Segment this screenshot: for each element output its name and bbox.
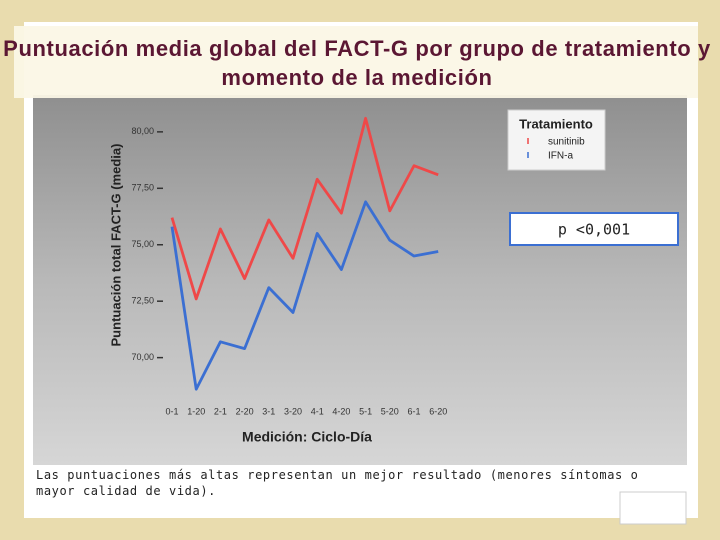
y-tick-label: 72,50 (131, 296, 154, 306)
legend-label: sunitinib (548, 137, 585, 148)
series-line (170, 200, 439, 391)
x-axis-label: Medición: Ciclo-Día (242, 429, 372, 445)
x-tick-label: 4-20 (332, 406, 350, 416)
x-tick-label: 6-20 (429, 406, 447, 416)
annotation: p <0,001 (558, 221, 630, 239)
legend-box (507, 109, 606, 171)
y-tick-label: 70,00 (131, 352, 154, 362)
y-axis-label: Puntuación total FACT-G (media) (108, 144, 123, 347)
title-box (14, 26, 698, 98)
x-tick-label: 1-20 (187, 406, 205, 416)
annotation-box (509, 212, 679, 246)
x-tick-label: 3-1 (262, 406, 275, 416)
chart-title: Puntuación media global del FACT-G por g… (3, 36, 711, 61)
caption: Las puntuaciones más altas representan u… (36, 468, 639, 498)
y-tick-label: 77,50 (131, 183, 154, 193)
x-tick-label: 4-1 (311, 406, 324, 416)
legend-title: Tratamiento (519, 116, 593, 131)
x-tick-label: 5-1 (359, 406, 372, 416)
series-line (170, 116, 439, 301)
x-tick-label: 2-20 (236, 406, 254, 416)
x-tick-label: 3-20 (284, 406, 302, 416)
y-tick-label: 80,00 (131, 126, 154, 136)
logo (619, 491, 687, 525)
x-tick-label: 5-20 (381, 406, 399, 416)
x-tick-label: 0-1 (165, 406, 178, 416)
x-tick-label: 2-1 (214, 406, 227, 416)
x-tick-label: 6-1 (407, 406, 420, 416)
y-tick-label: 75,00 (131, 239, 154, 249)
legend-label: IFN-a (548, 151, 573, 162)
chart-title: momento de la medición (221, 65, 492, 90)
